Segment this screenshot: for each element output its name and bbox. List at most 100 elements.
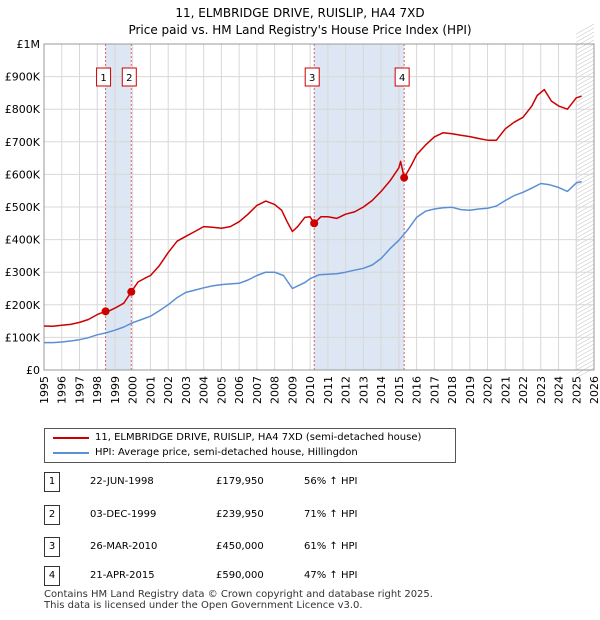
hatch-line [576,219,595,231]
x-tick-label: 2017 [428,376,441,404]
footer-note: Contains HM Land Registry data © Crown c… [44,589,433,611]
transaction-number-box [121,67,137,87]
transaction-hpi: 61% ↑ HPI [304,541,358,552]
hatch-line [576,167,595,179]
hatch-line [576,51,595,63]
hatch-line [576,343,595,355]
x-tick-label: 1997 [73,376,86,404]
hatch-line [576,115,595,127]
hatch-line [576,59,595,71]
hatch-line [576,351,595,363]
x-tick-label: 2019 [464,376,477,404]
transaction-date: 03-DEC-1999 [90,509,157,520]
hatch-line [576,55,595,67]
hatch-line [576,203,595,215]
x-tick-label: 2021 [499,376,512,404]
hatch-line [576,327,595,339]
legend-label-property: 11, ELMBRIDGE DRIVE, RUISLIP, HA4 7XD (s… [95,432,422,443]
hatch-line [576,287,595,299]
transaction-point [310,219,319,228]
hatch-line [576,363,595,375]
hatch-line [576,151,595,163]
x-tick-label: 2023 [535,376,548,404]
hatch-line [576,243,595,255]
x-tick-label: 2009 [286,376,299,404]
y-tick-label: £900K [5,71,41,84]
y-tick-label: £0 [26,364,40,377]
x-tick-label: 2014 [375,376,388,404]
hatch-line [576,239,595,251]
transaction-badge: 3 [44,537,60,557]
x-tick-label: 2001 [144,376,157,404]
hatch-line [576,83,595,95]
hatch-line [576,319,595,331]
x-tick-label: 2000 [127,376,140,404]
y-tick-label: £300K [5,266,41,279]
hatch-line [576,95,595,107]
transaction-hpi: 47% ↑ HPI [304,570,358,581]
footer-line-1: Contains HM Land Registry data © Crown c… [44,589,433,600]
hatch-line [576,191,595,203]
price-chart: £0 £100K £200K £300K £400K £500K £600K £700K £80… [5,23,600,404]
x-tick-label: 1998 [91,376,104,404]
hatch-line [576,131,595,143]
transaction-price: £239,950 [216,509,264,520]
hatch-line [576,143,595,155]
legend-swatch-hpi [53,452,89,454]
transaction-number-box [394,67,410,87]
y-tick-label: £800K [5,103,41,116]
x-tick-label: 2025 [570,376,583,404]
hatch-line [576,283,595,295]
chart-title: 11, ELMBRIDGE DRIVE, RUISLIP, HA4 7XD [175,6,425,20]
hatch-line [576,187,595,199]
hatch-line [576,271,595,283]
x-tick-label: 2016 [411,376,424,404]
x-tick-label: 1995 [38,376,51,404]
hatch-line [576,323,595,335]
hatch-line [576,231,595,243]
hatch-line [576,79,595,91]
footer-line-2: This data is licensed under the Open Gov… [44,600,363,611]
y-tick-label: £500K [5,201,41,214]
transaction-number-box [96,67,112,87]
hatch-line [576,135,595,147]
transaction-date: 26-MAR-2010 [90,541,158,552]
hatch-line [576,47,595,59]
hatch-line [576,171,595,183]
hatch-line [576,91,595,103]
transaction-date: 21-APR-2015 [90,570,155,581]
hatch-line [576,215,595,227]
hatch-line [576,311,595,323]
hatch-line [576,159,595,171]
hatch-line [576,175,595,187]
hatch-line [576,267,595,279]
transaction-price: £450,000 [216,541,264,552]
hatch-line [576,359,595,371]
hatch-line [576,119,595,131]
chart-title-block: 11, ELMBRIDGE DRIVE, RUISLIP, HA4 7XD Pr… [0,5,600,39]
transaction-number-label: 4 [399,73,405,84]
hatch-line [576,259,595,271]
hatch-line [576,275,595,287]
transaction-number-label: 3 [309,73,315,84]
hatch-line [576,195,595,207]
transaction-price: £179,950 [216,476,264,487]
transaction-point [101,307,110,316]
series-line-hpi [44,180,582,344]
hatch-line [576,291,595,303]
transaction-badge: 1 [44,472,60,492]
transaction-price: £590,000 [216,570,264,581]
hatch-line [576,251,595,263]
x-tick-label: 2008 [269,376,282,404]
x-tick-label: 2018 [446,376,459,404]
hatch-line [576,155,595,167]
hatch-line [576,207,595,219]
y-tick-label: £400K [5,234,41,247]
x-tick-label: 1996 [56,376,69,404]
hatch-line [576,99,595,111]
hatch-line [576,307,595,319]
hatch-line [576,223,595,235]
x-tick-label: 2012 [340,376,353,404]
hatch-line [576,183,595,195]
y-tick-label: £200K [5,299,41,312]
